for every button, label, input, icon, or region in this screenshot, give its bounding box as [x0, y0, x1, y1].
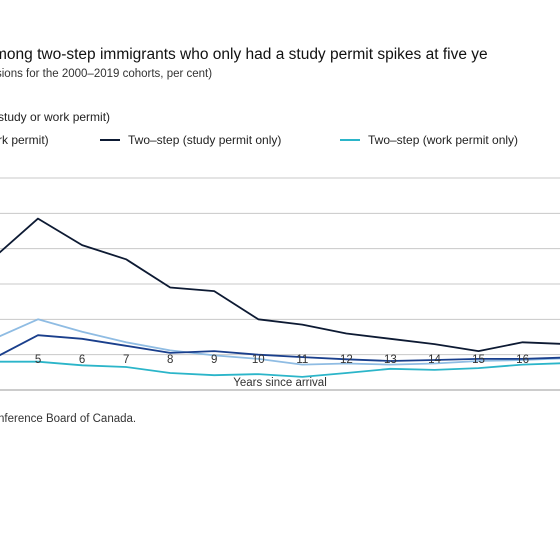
series-line-1	[0, 334, 560, 362]
legend-item-2: Two–step (study permit only)	[100, 133, 281, 147]
legend-item-1: rk permit)	[0, 133, 49, 147]
legend-label-2: Two–step (study permit only)	[128, 133, 282, 147]
x-tick-label: 10	[252, 354, 265, 366]
x-tick-label: 15	[472, 354, 485, 366]
x-tick-label: 14	[428, 354, 441, 366]
x-tick-label: 9	[211, 354, 217, 366]
legend-heading: study or work permit)	[0, 110, 111, 124]
x-tick-labels: 5 6 7 8 9 10 11 12 13 14 15 16	[35, 354, 529, 366]
series-line-3	[0, 217, 560, 353]
x-axis-label: Years since arrival	[233, 377, 327, 389]
x-tick-label: 12	[340, 354, 353, 366]
series-line-4	[0, 360, 560, 378]
x-tick-label: 6	[79, 354, 85, 366]
legend-item-3: Two–step (work permit only)	[340, 133, 518, 147]
legend-swatch-2	[100, 139, 120, 141]
series-lines	[0, 217, 560, 378]
legend-label-3: Two–step (work permit only)	[368, 133, 519, 147]
x-tick-label: 5	[35, 354, 41, 366]
series-line-2	[0, 318, 560, 366]
x-tick-label: 8	[167, 354, 173, 366]
x-tick-label: 11	[296, 354, 308, 366]
legend-swatch-3	[340, 139, 360, 141]
source-note: nference Board of Canada.	[0, 413, 137, 425]
x-tick-label: 16	[516, 354, 529, 366]
x-tick-label: 7	[123, 354, 129, 366]
x-tick-label: 13	[384, 354, 397, 366]
chart-title: mong two-step immigrants who only had a …	[0, 46, 488, 63]
legend-label-1: rk permit)	[0, 133, 49, 147]
chart-subtitle: sions for the 2000–2019 cohorts, per cen…	[0, 68, 213, 80]
